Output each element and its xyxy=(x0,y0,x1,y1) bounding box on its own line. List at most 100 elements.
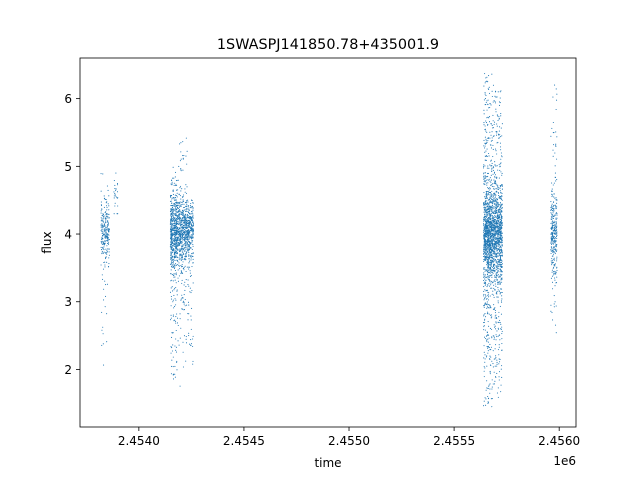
data-point xyxy=(107,189,109,191)
data-point xyxy=(104,229,106,231)
data-point xyxy=(493,335,495,337)
data-point xyxy=(487,258,489,260)
data-point xyxy=(485,249,487,251)
data-point xyxy=(485,224,487,226)
data-point xyxy=(484,358,486,360)
data-point xyxy=(102,173,104,175)
data-point xyxy=(176,226,178,228)
data-point xyxy=(489,188,491,190)
data-point xyxy=(555,235,558,238)
data-point xyxy=(173,264,175,266)
data-point xyxy=(500,214,502,216)
data-point xyxy=(552,210,554,212)
data-point xyxy=(489,230,492,232)
data-point xyxy=(487,210,489,212)
data-point xyxy=(191,248,193,250)
data-point xyxy=(173,255,175,257)
data-point xyxy=(177,218,179,221)
data-point xyxy=(499,261,501,263)
data-point xyxy=(552,240,554,242)
data-point xyxy=(488,337,490,339)
data-point xyxy=(484,302,486,304)
data-point xyxy=(483,139,485,142)
data-point xyxy=(108,262,110,265)
data-point xyxy=(499,293,501,295)
data-point xyxy=(553,263,555,265)
data-point xyxy=(105,228,107,230)
data-point xyxy=(177,221,179,223)
data-point xyxy=(497,271,499,273)
x-offset-label: 1e6 xyxy=(553,454,576,468)
data-point xyxy=(182,236,184,239)
data-point xyxy=(487,81,489,83)
data-point xyxy=(492,229,494,231)
data-point xyxy=(495,205,497,207)
data-point xyxy=(180,185,182,187)
data-point xyxy=(489,255,491,257)
data-point xyxy=(178,193,180,195)
data-point xyxy=(177,215,179,217)
data-point xyxy=(499,250,501,252)
data-point xyxy=(496,142,498,144)
data-point xyxy=(553,204,555,206)
data-point xyxy=(108,228,110,231)
data-point xyxy=(550,236,552,238)
data-point xyxy=(181,263,183,266)
data-point xyxy=(182,157,184,159)
data-point xyxy=(484,92,486,94)
data-point xyxy=(501,255,503,257)
data-point xyxy=(176,247,178,249)
data-point xyxy=(180,206,182,208)
data-point xyxy=(495,355,497,357)
data-point xyxy=(490,282,492,284)
data-point xyxy=(554,225,556,227)
data-point xyxy=(495,322,497,324)
data-point xyxy=(554,242,556,244)
data-point xyxy=(180,254,182,256)
data-point xyxy=(179,222,181,224)
data-point xyxy=(552,267,554,269)
data-point xyxy=(501,298,503,300)
data-point xyxy=(484,228,486,231)
data-point xyxy=(488,214,490,216)
data-point xyxy=(172,280,174,282)
data-point xyxy=(174,227,176,229)
data-point xyxy=(499,249,501,251)
data-point xyxy=(500,230,502,232)
data-point xyxy=(494,238,496,240)
data-point xyxy=(186,227,188,229)
data-point xyxy=(489,137,491,139)
data-point xyxy=(189,243,191,245)
data-point xyxy=(485,251,487,254)
data-point xyxy=(555,305,557,307)
data-point xyxy=(552,238,554,240)
data-point xyxy=(184,243,186,245)
data-point xyxy=(484,145,486,147)
data-point xyxy=(490,265,492,267)
data-point xyxy=(500,149,502,151)
data-point xyxy=(173,249,175,251)
data-point xyxy=(179,217,181,219)
data-point xyxy=(173,218,175,221)
data-point xyxy=(171,359,173,361)
data-point xyxy=(182,239,184,241)
data-point xyxy=(175,226,177,228)
data-point xyxy=(485,120,487,122)
data-point xyxy=(170,229,172,231)
data-point xyxy=(173,238,175,240)
data-point xyxy=(188,248,190,250)
data-point xyxy=(183,217,185,219)
data-point xyxy=(176,313,178,315)
data-point xyxy=(485,142,487,144)
data-point xyxy=(171,245,174,247)
data-point xyxy=(178,206,180,208)
data-point xyxy=(488,269,490,271)
data-point xyxy=(106,226,109,228)
data-point xyxy=(483,109,485,111)
data-point xyxy=(170,214,172,216)
data-point xyxy=(551,214,553,216)
data-point xyxy=(488,179,490,181)
data-point xyxy=(487,240,489,242)
data-point xyxy=(500,245,502,247)
data-point xyxy=(180,211,182,213)
